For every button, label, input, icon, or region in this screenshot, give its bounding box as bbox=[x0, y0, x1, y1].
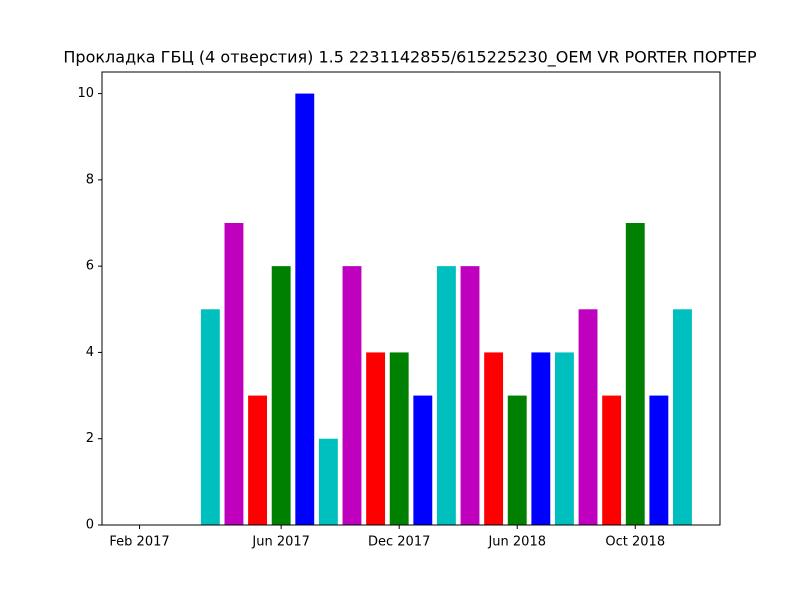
bar bbox=[436, 266, 456, 525]
x-tick-label: Feb 2017 bbox=[109, 535, 169, 550]
y-tick-label: 0 bbox=[86, 518, 94, 533]
bar bbox=[200, 309, 220, 525]
bar bbox=[578, 309, 598, 525]
y-tick-label: 4 bbox=[86, 345, 94, 360]
bar bbox=[271, 266, 291, 525]
bar bbox=[248, 395, 268, 525]
x-tick-label: Jun 2018 bbox=[487, 535, 546, 550]
bar bbox=[413, 395, 433, 525]
bar bbox=[460, 266, 480, 525]
plot-frame bbox=[101, 71, 721, 526]
bar bbox=[507, 395, 527, 525]
y-tick-label: 6 bbox=[86, 259, 94, 274]
x-tick-label: Jun 2017 bbox=[251, 535, 310, 550]
x-tick-label: Dec 2017 bbox=[368, 535, 430, 550]
bar bbox=[389, 352, 409, 525]
y-tick-label: 8 bbox=[86, 172, 94, 187]
x-tick-label: Oct 2018 bbox=[605, 535, 665, 550]
bar bbox=[625, 223, 645, 525]
bar bbox=[342, 266, 362, 525]
bar bbox=[531, 352, 551, 525]
bar bbox=[554, 352, 574, 525]
bar bbox=[295, 93, 315, 526]
bar bbox=[366, 352, 386, 525]
bar bbox=[484, 352, 504, 525]
bar bbox=[649, 395, 669, 525]
y-tick-label: 10 bbox=[77, 86, 94, 101]
bar bbox=[602, 395, 622, 525]
bar bbox=[673, 309, 692, 525]
chart-title: Прокладка ГБЦ (4 отверстия) 1.5 22311428… bbox=[63, 48, 757, 68]
y-tick-label: 2 bbox=[86, 431, 94, 446]
bar bbox=[224, 223, 244, 525]
bar bbox=[318, 438, 338, 525]
